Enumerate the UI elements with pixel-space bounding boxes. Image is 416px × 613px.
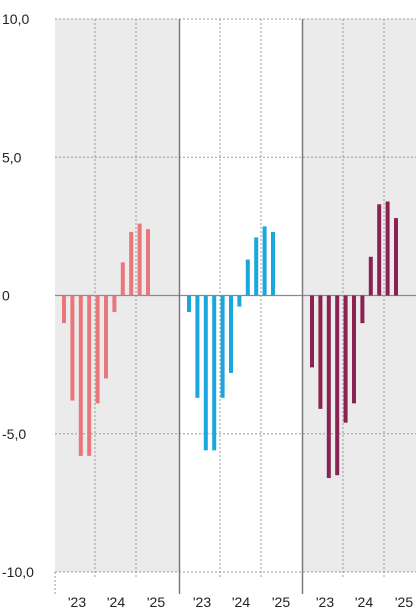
bar [377, 204, 382, 296]
x-tick-label: '23 [68, 594, 86, 610]
bar [245, 259, 250, 296]
x-tick-label: '25 [272, 594, 290, 610]
bar [137, 223, 142, 296]
x-tick-label: '24 [107, 594, 125, 610]
x-axis: '23 '24 '25 '23 '24 '25 '23 '24 '25 [68, 594, 413, 610]
bar [187, 295, 191, 313]
bar [237, 295, 242, 307]
bar [310, 295, 314, 368]
bar [78, 295, 83, 456]
bar [220, 295, 225, 398]
bar [87, 295, 92, 456]
bar [112, 295, 117, 313]
bar [195, 295, 200, 398]
x-tick-label: '24 [232, 594, 250, 610]
y-tick-label: -5,0 [2, 426, 26, 442]
bar [254, 237, 259, 296]
bar [129, 231, 134, 296]
x-tick-label: '25 [395, 594, 413, 610]
bar [335, 295, 340, 476]
bar [95, 295, 100, 404]
y-tick-label: 0 [2, 288, 10, 304]
bar [352, 295, 356, 404]
bar [212, 295, 217, 451]
bar [146, 229, 150, 296]
bars [62, 201, 398, 478]
x-tick-label: '25 [147, 594, 165, 610]
bar [360, 295, 365, 324]
bar [229, 295, 233, 373]
bar [120, 262, 125, 296]
y-tick-label: 5,0 [2, 149, 22, 165]
bar [394, 218, 398, 296]
bar [326, 295, 331, 478]
bar [318, 295, 323, 409]
bar [385, 201, 390, 296]
y-tick-label: -10,0 [2, 564, 34, 580]
bar [203, 295, 208, 451]
bar [343, 295, 348, 423]
x-tick-label: '24 [355, 594, 373, 610]
bar [262, 226, 267, 296]
bar [62, 295, 66, 324]
bar [70, 295, 75, 401]
bar [271, 231, 275, 296]
panel-dividers [54, 18, 416, 594]
x-tick-label: '23 [193, 594, 211, 610]
y-tick-label: 10,0 [2, 11, 29, 27]
x-tick-label: '23 [316, 594, 334, 610]
bar [104, 295, 108, 379]
y-axis: 10,0 5,0 0 -5,0 -10,0 [2, 11, 34, 580]
bar [368, 256, 373, 296]
